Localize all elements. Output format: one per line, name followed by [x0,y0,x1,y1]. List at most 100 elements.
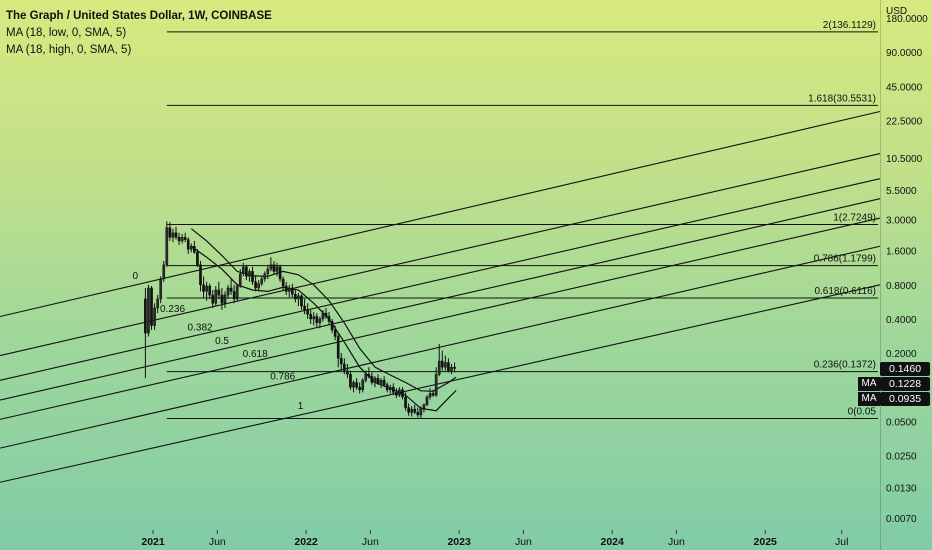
ma-line-1 [190,228,457,392]
candle-41 [269,257,273,272]
fib-channel-line-0 [0,110,881,318]
time-axis[interactable]: 2021 Jun 2022 Jun 2023 Jun 2024 Jun 2025 Jul [141,530,848,548]
candle-20 [205,281,208,301]
fib-channel-line-6 [0,284,881,483]
price-tick-0: 180.0000 [886,14,928,25]
legend-ma-high[interactable]: MA (18, high, 0, SMA, 5) [6,44,132,56]
time-tick-8: 2025 [754,536,778,548]
candle-4 [156,295,159,314]
candle-66 [346,364,349,379]
candle-86 [407,403,410,416]
candle-88 [413,404,417,415]
candle-0 [144,287,147,379]
ma-line-0 [190,245,457,412]
price-tick-1: 90.0000 [886,48,923,59]
price-tag-1: 0.1228 [880,376,930,391]
time-tick-0: 2021 [141,536,165,548]
time-tick-1: Jun [209,536,226,548]
candle-75 [373,376,377,388]
candle-21 [208,283,211,299]
price-tick-2: 45.0000 [886,82,923,93]
candle-33 [245,264,248,281]
candle-50 [297,292,300,307]
candle-12 [180,233,184,244]
moving-average-lines [190,228,457,412]
fib-channel-label-1: 0.236 [160,304,185,315]
fib-level-label-4: 0.618(0.6116) [814,286,876,297]
time-tick-2: 2022 [294,536,318,548]
price-tag-0: 0.1460 [880,361,930,376]
candle-57 [318,316,322,329]
legend-ma-low[interactable]: MA (18, low, 0, SMA, 5) [6,27,127,39]
symbol-title[interactable]: The Graph / United States Dollar, 1W, CO… [6,10,272,22]
candle-46 [284,281,288,296]
fib-channel-label-3: 0.5 [215,336,229,347]
fib-channel-label-5: 0.786 [270,371,295,382]
candle-31 [238,269,242,288]
price-tick-6: 3.0000 [886,216,917,227]
fib-channel-line-4 [0,217,881,420]
candle-14 [186,237,190,254]
candle-78 [382,376,386,388]
candle-58 [321,309,325,322]
fib-level-label-6: 0(0.05 [848,406,877,417]
candle-24 [217,281,221,299]
candle-13 [183,232,187,243]
candle-98 [444,355,447,371]
candle-40 [266,264,270,279]
price-axis[interactable]: 180.0000 90.0000 45.0000 22.5000 10.5000 5.50… [886,14,928,525]
candle-19 [202,276,205,298]
candle-81 [392,383,395,396]
candle-34 [248,269,251,282]
candle-47 [287,284,291,298]
candle-87 [410,406,414,417]
price-tick-3: 22.5000 [886,116,923,127]
candle-38 [260,276,264,287]
candle-3 [153,303,156,330]
candle-91 [422,403,426,413]
fib-level-label-3: 0.786(1.1799) [814,254,876,265]
candle-43 [275,262,279,277]
fib-retracement-lines: 2(136.1129) 1.618(30.5531) 1(2.7249) 0.786(… [166,20,878,419]
candle-36 [254,276,257,292]
price-tick-10: 0.2000 [886,349,917,360]
candle-48 [290,283,294,298]
candle-25 [220,287,224,310]
price-tick-5: 5.5000 [886,186,917,197]
fib-channel-label-4: 0.618 [243,349,268,360]
time-tick-6: 2024 [600,536,624,548]
candle-5 [159,276,163,304]
time-tick-3: Jun [362,536,379,548]
candle-8 [168,222,172,241]
candle-23 [214,286,218,307]
candle-18 [199,260,202,292]
candle-6 [162,260,166,282]
fib-channel-label-6: 1 [298,401,304,412]
candle-68 [352,380,355,393]
candle-56 [315,313,319,327]
candle-84 [401,387,404,400]
candle-59 [324,307,328,319]
candle-10 [174,226,178,240]
candle-28 [229,277,233,296]
candle-39 [263,271,267,282]
price-tick-4: 10.5000 [886,154,923,165]
candle-55 [312,312,316,326]
candle-92 [425,395,429,407]
candle-74 [370,372,374,385]
candle-97 [440,350,444,371]
candle-45 [281,276,285,290]
candle-73 [367,367,371,379]
candle-27 [226,284,230,299]
price-axis-separator [880,0,881,550]
candle-70 [358,382,361,394]
candle-30 [235,283,239,301]
fib-level-label-2: 1(2.7249) [833,212,876,223]
candlesticks [144,221,456,419]
fib-channel-line-3 [0,198,881,401]
candle-42 [272,260,276,274]
candle-37 [257,280,260,292]
price-tick-7: 1.6000 [886,247,917,258]
